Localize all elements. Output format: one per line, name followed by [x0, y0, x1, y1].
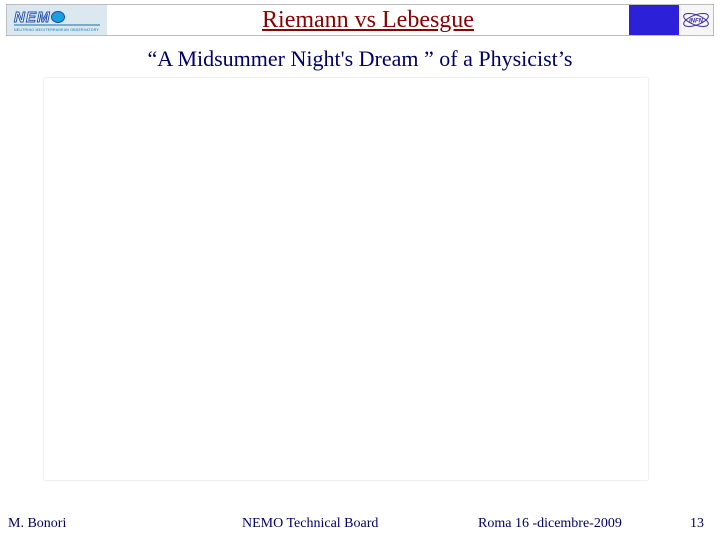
infn-logo: INFN: [679, 5, 713, 35]
svg-text:E: E: [26, 9, 37, 26]
infn-logo-icon: INFN: [681, 9, 711, 31]
svg-text:N: N: [14, 9, 26, 26]
title-bar: N E M NEUTRINO MEDITERRANEAN OBSERVATORY…: [6, 4, 714, 36]
slide-title: Riemann vs Lebesgue: [107, 5, 629, 35]
svg-text:NEUTRINO MEDITERRANEAN OBSERVA: NEUTRINO MEDITERRANEAN OBSERVATORY: [14, 28, 99, 32]
slide: N E M NEUTRINO MEDITERRANEAN OBSERVATORY…: [0, 0, 720, 540]
title-blue-block: [629, 5, 679, 35]
nemo-logo-icon: N E M NEUTRINO MEDITERRANEAN OBSERVATORY: [12, 7, 102, 33]
svg-text:M: M: [37, 9, 50, 26]
footer-place: Roma 16 -dicembre-2009: [478, 516, 622, 532]
footer: M. Bonori NEMO Technical Board Roma 16 -…: [0, 512, 720, 532]
slide-subtitle: “A Midsummer Night's Dream ” of a Physic…: [0, 46, 720, 72]
footer-author: M. Bonori: [8, 516, 66, 532]
nemo-logo: N E M NEUTRINO MEDITERRANEAN OBSERVATORY: [7, 5, 107, 35]
svg-text:INFN: INFN: [689, 19, 704, 25]
footer-board: NEMO Technical Board: [242, 516, 378, 532]
content-area: [44, 78, 648, 480]
footer-page-number: 13: [690, 516, 704, 532]
